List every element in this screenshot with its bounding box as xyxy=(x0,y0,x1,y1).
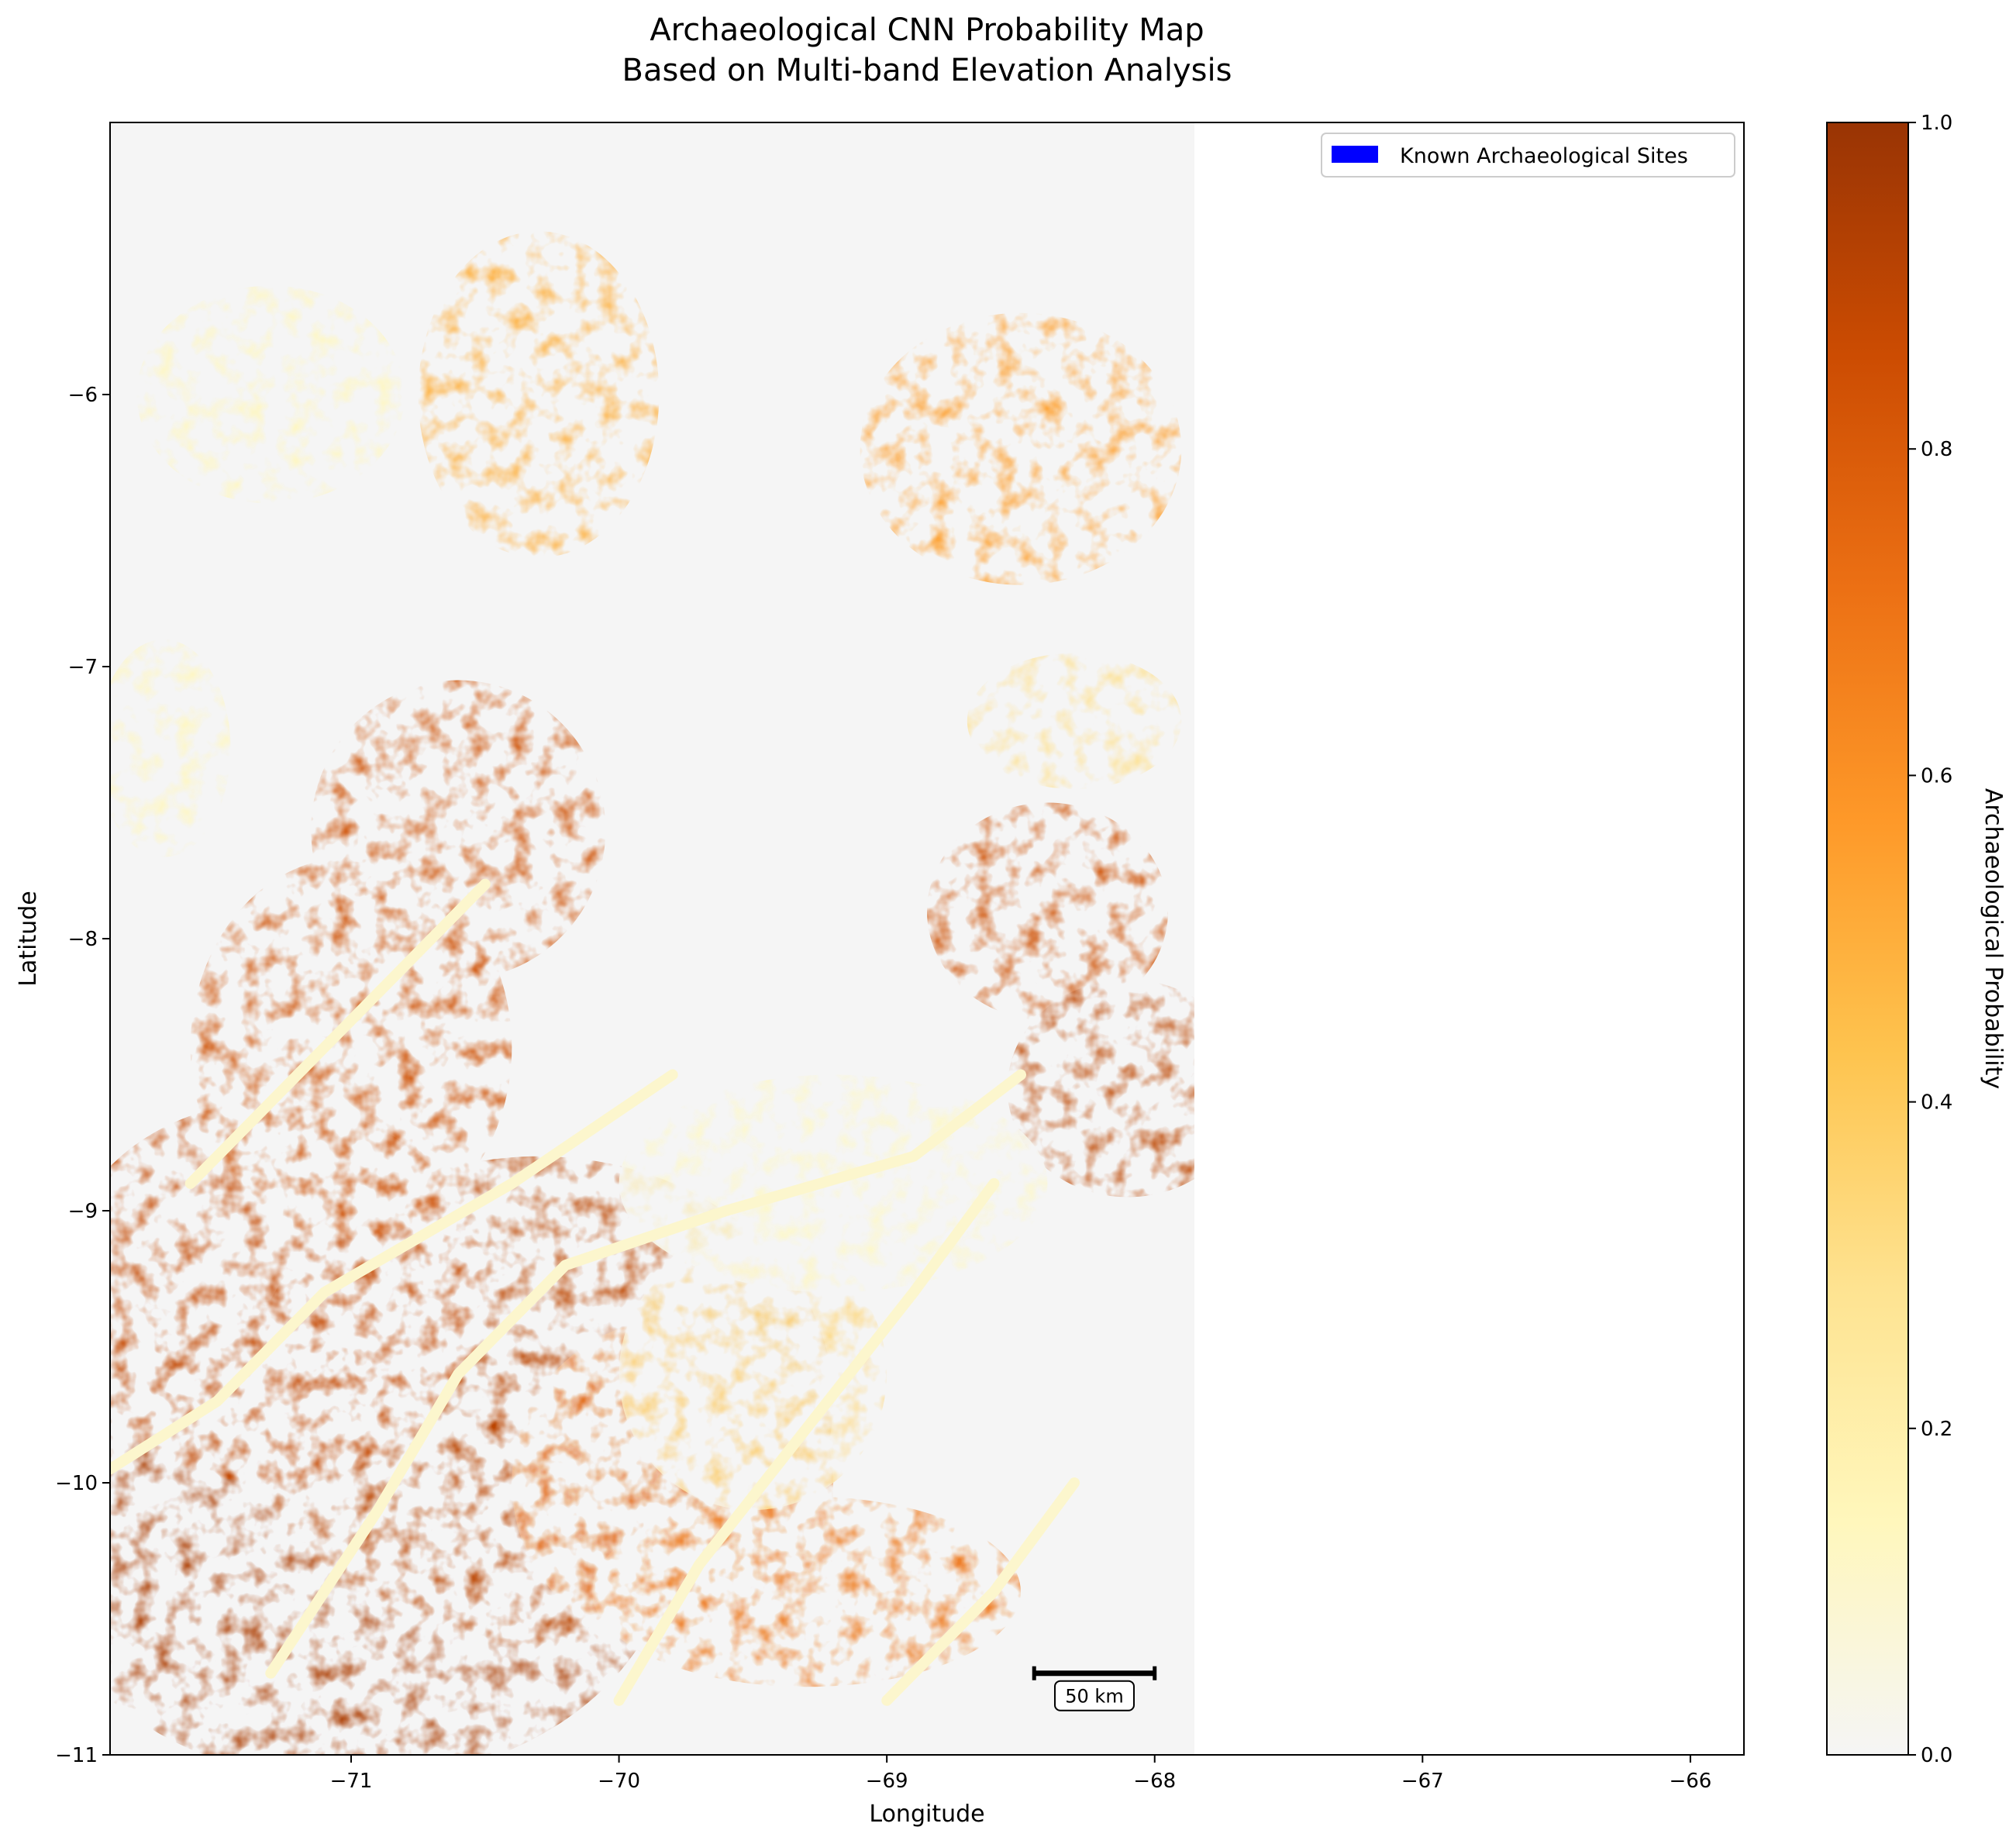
drainage-channel-1 xyxy=(265,1069,1026,1679)
legend-label-known-sites: Known Archaeological Sites xyxy=(1400,144,1688,168)
colorbar-tick-label: 0.6 xyxy=(1921,764,1952,788)
legend-box xyxy=(1321,133,1735,178)
x-axis-ticks: −71 −70 −69 −68 −67 −66 xyxy=(330,1755,1711,1793)
probability-region-7 xyxy=(619,1238,887,1511)
x-tick-label: −67 xyxy=(1401,1770,1444,1793)
colorbar-tick-label: 0.4 xyxy=(1921,1091,1952,1115)
drainage-channels xyxy=(110,878,1080,1706)
drainage-channel-0 xyxy=(110,1069,678,1475)
legend-swatch-known-sites xyxy=(1332,146,1378,163)
probability-region-4 xyxy=(311,680,606,980)
x-tick-label: −69 xyxy=(866,1770,908,1793)
x-axis-label: Longitude xyxy=(869,1801,984,1828)
drainage-channel-3 xyxy=(613,1177,1000,1706)
y-tick-label: −8 xyxy=(68,928,98,951)
colorbar-tick-label: 0.2 xyxy=(1921,1418,1952,1441)
y-tick-label: −9 xyxy=(68,1200,98,1223)
probability-region-6 xyxy=(592,1496,1021,1687)
colorbar-ramp xyxy=(1826,122,1909,1756)
y-tick-label: −6 xyxy=(68,384,98,407)
colorbar: 0.0 0.2 0.4 0.6 0.8 1.0 Archaeological Probab… xyxy=(1826,112,2007,1767)
probability-raster xyxy=(110,231,1194,1755)
y-axis-label: Latitude xyxy=(15,891,42,986)
scale-bar-label-box xyxy=(1053,1680,1135,1711)
colorbar-ticks: 0.0 0.2 0.4 0.6 0.8 1.0 xyxy=(1908,112,1952,1767)
y-tick-label: −11 xyxy=(55,1744,98,1767)
probability-region-10 xyxy=(860,312,1182,585)
scale-bar: 50 km xyxy=(1032,1666,1157,1711)
colorbar-tick-label: 0.8 xyxy=(1921,438,1952,461)
y-tick-label: −10 xyxy=(55,1472,98,1495)
chart-title-line2: Based on Multi-band Elevation Analysis xyxy=(622,53,1232,88)
chart-title-line1: Archaeological CNN Probability Map xyxy=(650,12,1204,48)
probability-region-12 xyxy=(136,285,405,504)
probability-region-11 xyxy=(418,231,660,558)
drainage-channel-2 xyxy=(184,878,491,1189)
probability-region-14 xyxy=(967,653,1182,789)
y-tick-label: −7 xyxy=(68,656,98,679)
x-tick-label: −70 xyxy=(598,1770,640,1793)
x-tick-label: −68 xyxy=(1133,1770,1176,1793)
probability-region-9 xyxy=(1007,979,1194,1198)
legend: Known Archaeological Sites xyxy=(1321,133,1735,178)
drainage-channel-4 xyxy=(881,1477,1080,1706)
colorbar-tick-label: 0.0 xyxy=(1921,1744,1952,1767)
x-tick-label: −71 xyxy=(330,1770,373,1793)
colorbar-tick-label: 1.0 xyxy=(1921,112,1952,135)
plot-area xyxy=(109,122,1745,1756)
colorbar-label: Archaeological Probability xyxy=(1980,788,2007,1089)
probability-region-15 xyxy=(110,639,231,857)
y-axis-ticks: −6 −7 −8 −9 −10 −11 xyxy=(55,384,110,1767)
scale-bar-label: 50 km xyxy=(1065,1686,1123,1708)
x-tick-label: −66 xyxy=(1669,1770,1711,1793)
probability-region-8 xyxy=(927,802,1169,1021)
